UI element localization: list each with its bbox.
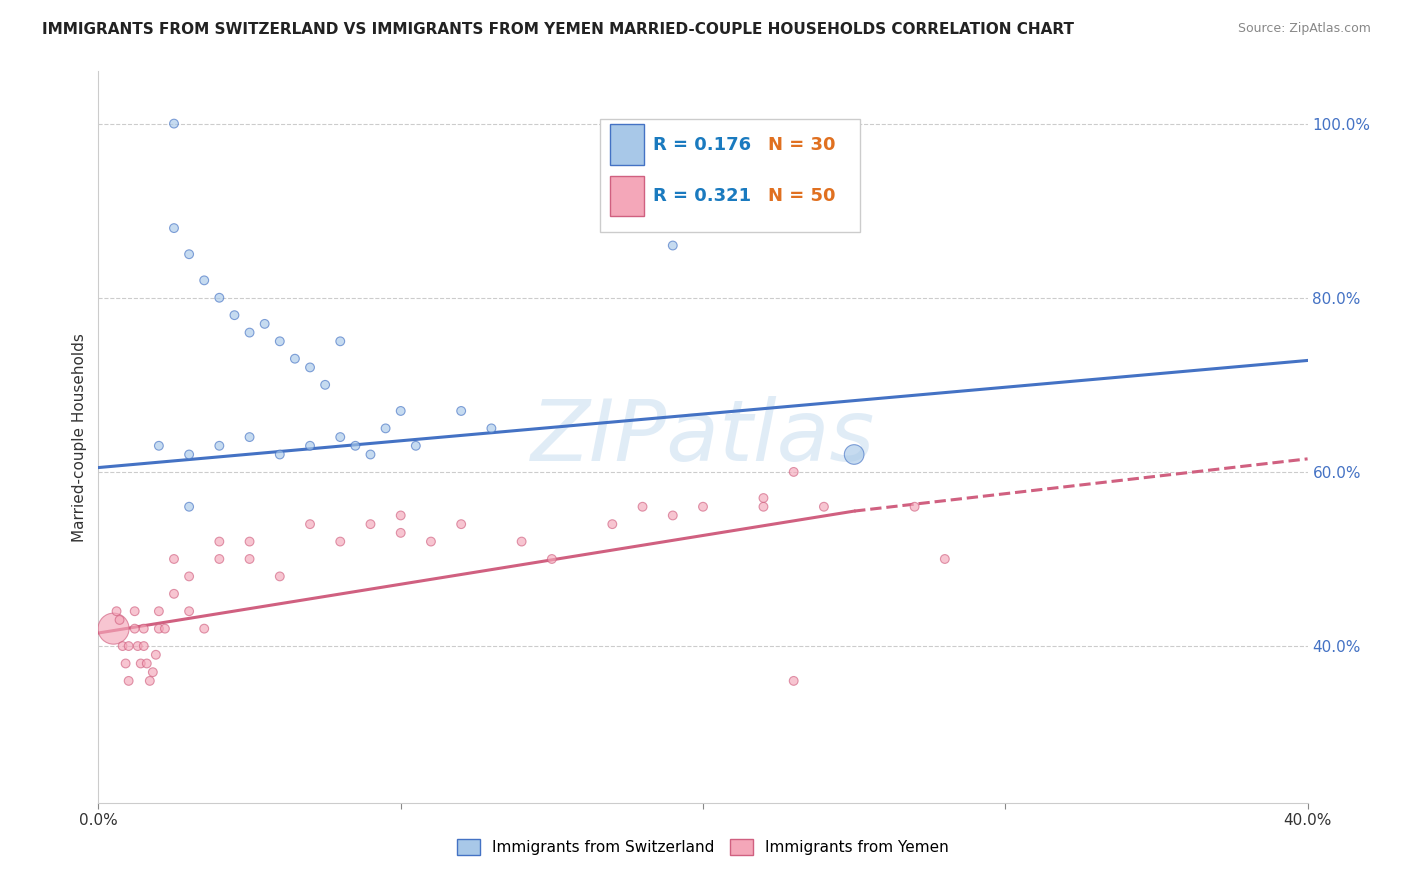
Point [179, 569, 201, 583]
Text: IMMIGRANTS FROM SWITZERLAND VS IMMIGRANTS FROM YEMEN MARRIED-COUPLE HOUSEHOLDS C: IMMIGRANTS FROM SWITZERLAND VS IMMIGRANT… [42, 22, 1074, 37]
Point [269, 334, 291, 349]
Y-axis label: Married-couple Households: Married-couple Households [72, 333, 87, 541]
Point [148, 622, 170, 636]
Point [661, 238, 683, 252]
Point [142, 665, 165, 680]
FancyBboxPatch shape [600, 119, 860, 232]
Legend: Immigrants from Switzerland, Immigrants from Yemen: Immigrants from Switzerland, Immigrants … [451, 833, 955, 861]
Point [752, 491, 775, 505]
Point [148, 439, 170, 453]
Point [239, 430, 262, 444]
Text: Source: ZipAtlas.com: Source: ZipAtlas.com [1237, 22, 1371, 36]
FancyBboxPatch shape [610, 176, 644, 216]
Point [783, 673, 806, 688]
Point [329, 430, 352, 444]
Point [118, 639, 141, 653]
Point [631, 500, 654, 514]
Point [139, 673, 162, 688]
Point [360, 517, 382, 532]
Point [153, 622, 176, 636]
Point [179, 448, 201, 462]
Point [163, 587, 186, 601]
Point [118, 673, 141, 688]
Point [239, 534, 262, 549]
Point [314, 377, 336, 392]
Point [904, 500, 927, 514]
Point [145, 648, 167, 662]
Point [389, 525, 412, 540]
Point [239, 326, 262, 340]
Point [111, 639, 134, 653]
Point [163, 221, 186, 235]
Point [127, 639, 149, 653]
Point [103, 622, 125, 636]
Point [329, 534, 352, 549]
Point [208, 291, 231, 305]
Point [450, 517, 472, 532]
Point [124, 604, 146, 618]
Point [193, 273, 215, 287]
Point [692, 500, 714, 514]
Point [344, 439, 367, 453]
Text: R = 0.321: R = 0.321 [654, 186, 752, 204]
Point [208, 439, 231, 453]
Point [844, 448, 866, 462]
Point [481, 421, 503, 435]
Point [661, 508, 683, 523]
Point [299, 517, 322, 532]
Point [208, 552, 231, 566]
Point [114, 657, 136, 671]
Point [360, 448, 382, 462]
Point [163, 552, 186, 566]
Text: N = 30: N = 30 [768, 136, 835, 153]
FancyBboxPatch shape [610, 124, 644, 165]
Point [389, 508, 412, 523]
Point [269, 569, 291, 583]
Point [135, 657, 157, 671]
Point [405, 439, 427, 453]
Point [132, 639, 155, 653]
Point [163, 117, 186, 131]
Point [179, 247, 201, 261]
Point [224, 308, 246, 322]
Point [108, 613, 131, 627]
Point [299, 360, 322, 375]
Point [208, 534, 231, 549]
Point [510, 534, 533, 549]
Point [132, 622, 155, 636]
Text: N = 50: N = 50 [768, 186, 835, 204]
Point [105, 604, 128, 618]
Point [284, 351, 307, 366]
Text: ZIPatlas: ZIPatlas [531, 395, 875, 479]
Point [253, 317, 276, 331]
Point [148, 604, 170, 618]
Point [129, 657, 152, 671]
Point [329, 334, 352, 349]
Point [602, 517, 624, 532]
Point [374, 421, 396, 435]
Point [813, 500, 835, 514]
Point [124, 622, 146, 636]
Point [934, 552, 956, 566]
Point [389, 404, 412, 418]
Point [450, 404, 472, 418]
Point [179, 604, 201, 618]
Point [239, 552, 262, 566]
Point [540, 552, 562, 566]
Text: R = 0.176: R = 0.176 [654, 136, 752, 153]
Point [299, 439, 322, 453]
Point [783, 465, 806, 479]
Point [179, 500, 201, 514]
Point [193, 622, 215, 636]
Point [752, 500, 775, 514]
Point [269, 448, 291, 462]
Point [420, 534, 443, 549]
